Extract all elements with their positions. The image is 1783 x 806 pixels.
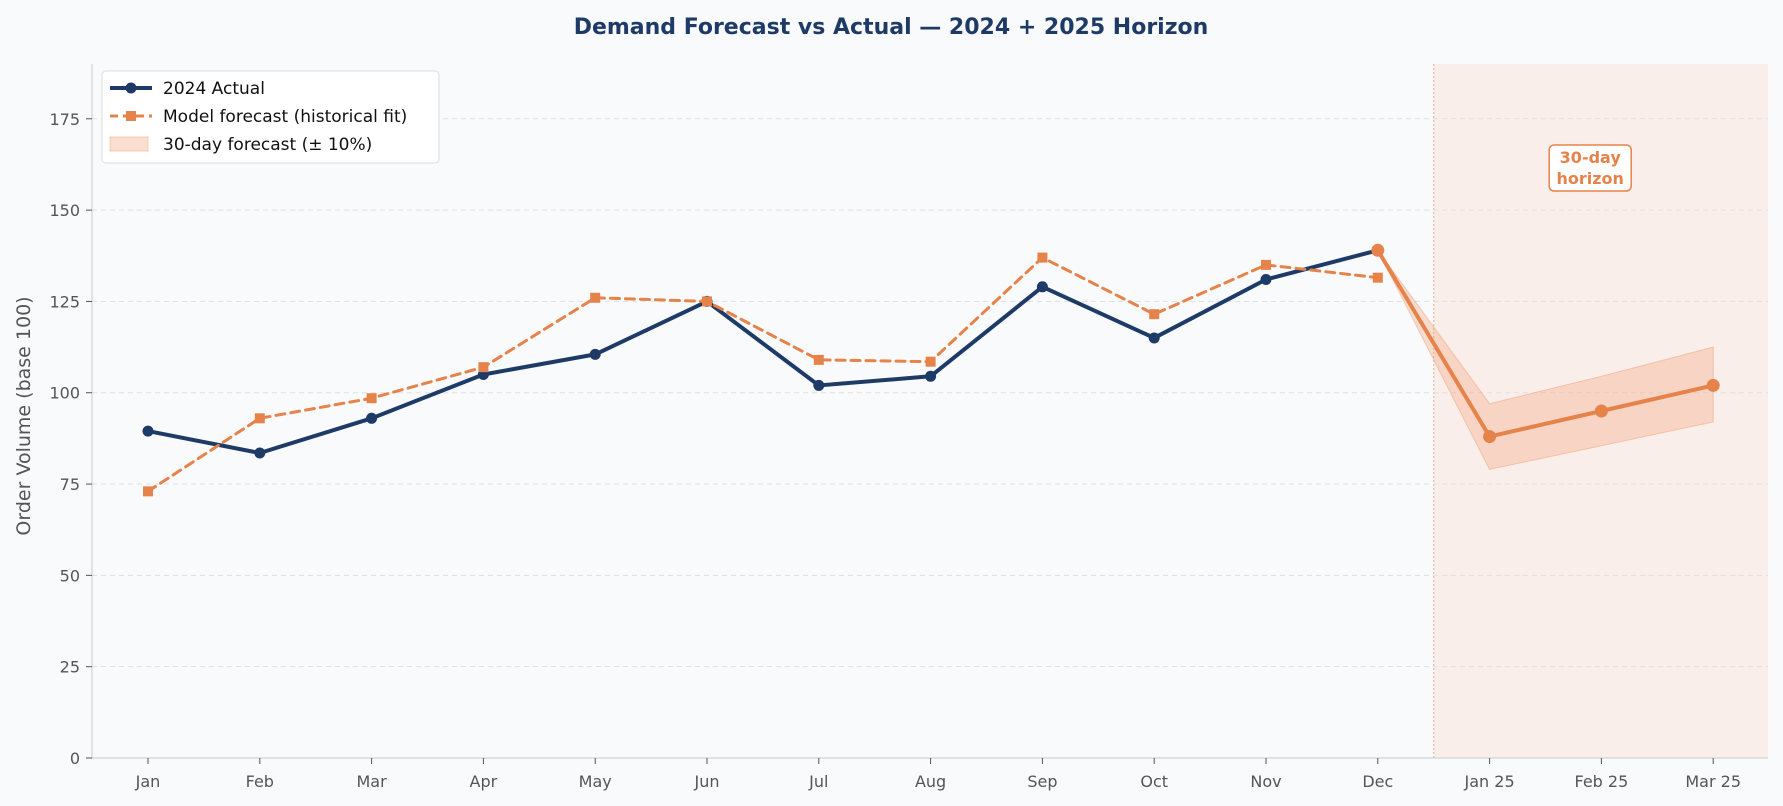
chart-title: Demand Forecast vs Actual — 2024 + 2025 …	[574, 15, 1209, 40]
series-0-point-7	[925, 370, 937, 382]
series-0-point-6	[813, 379, 825, 391]
series-0-point-10	[1260, 274, 1272, 286]
y-axis-label: Order Volume (base 100)	[13, 296, 35, 535]
series-1-point-1	[254, 413, 265, 424]
series-0-point-4	[589, 348, 601, 360]
x-tick-label-8: Sep	[1027, 772, 1057, 791]
x-tick-label-4: May	[579, 772, 612, 791]
series-0-point-8	[1036, 281, 1048, 293]
x-tick-label-0: Jan	[135, 772, 161, 791]
series-1-point-0	[143, 486, 153, 497]
x-tick-label-2: Mar	[357, 772, 388, 791]
series-1-point-9	[1149, 309, 1160, 320]
series-2-line	[1375, 248, 1716, 439]
y-tick-label-125: 125	[49, 292, 80, 311]
x-tick-label-1: Feb	[246, 772, 274, 791]
legend-label-band: 30-day forecast (± 10%)	[163, 135, 372, 155]
y-tick-label-100: 100	[49, 384, 80, 403]
x-tick-label-13: Feb 25	[1575, 772, 1629, 791]
series-0-point-9	[1148, 332, 1160, 344]
x-tick-label-14: Mar 25	[1685, 772, 1741, 791]
series-0-point-1	[254, 447, 266, 459]
series-2-point-13	[1594, 404, 1608, 418]
legend-label-actual: 2024 Actual	[163, 79, 265, 99]
x-tick-label-11: Dec	[1362, 772, 1393, 791]
legend-swatch-model-marker	[126, 111, 136, 121]
y-tick-label-25: 25	[60, 658, 80, 677]
horizon-annotation-box	[1548, 144, 1632, 192]
x-tick-label-12: Jan 25	[1464, 772, 1515, 791]
x-tick-label-9: Oct	[1140, 772, 1168, 791]
legend-swatch-actual-marker	[125, 82, 137, 94]
y-tick-label-75: 75	[60, 475, 80, 494]
series-0-point-0	[142, 425, 154, 437]
series-1-point-11	[1372, 272, 1383, 283]
series-1-point-3	[478, 362, 489, 373]
x-tick-label-3: Apr	[470, 772, 498, 791]
series-1-point-2	[366, 393, 377, 404]
x-tick-label-7: Aug	[915, 772, 946, 791]
series-0-point-2	[366, 412, 378, 424]
series-1-point-6	[813, 354, 824, 365]
x-tick-label-10: Nov	[1250, 772, 1281, 791]
horizon-annotation-line1: 30-day	[1560, 148, 1622, 167]
x-tick-label-5: Jun	[694, 772, 720, 791]
series-1-point-5	[702, 296, 712, 307]
y-tick-label-50: 50	[60, 566, 80, 585]
series-1-point-10	[1261, 259, 1271, 270]
series-2-point-14	[1706, 378, 1720, 392]
legend-swatch-band	[109, 136, 149, 152]
series-layer	[142, 243, 1720, 497]
legend: 2024 Actual Model forecast (historical fi…	[101, 70, 440, 164]
series-1-point-4	[590, 292, 601, 303]
horizon-annotation-line2: horizon	[1556, 169, 1623, 188]
legend-box	[101, 70, 440, 164]
series-1-line	[146, 256, 1380, 493]
legend-label-model: Model forecast (historical fit)	[163, 107, 407, 127]
y-tick-label-0: 0	[70, 749, 80, 768]
axes: 0 25 50 75 100 125 150 175 Jan Feb Mar Apr May Jun Jul…	[49, 64, 1768, 791]
series-0-line	[146, 248, 1380, 456]
grid	[92, 118, 1768, 668]
series-1-point-7	[925, 356, 936, 367]
x-tick-label-6: Jul	[808, 772, 828, 791]
y-tick-label-150: 150	[49, 201, 80, 220]
y-tick-label-175: 175	[49, 110, 80, 129]
series-1-point-8	[1037, 252, 1048, 263]
series-2-point-12	[1483, 430, 1497, 444]
series-2-point-11	[1371, 243, 1385, 257]
